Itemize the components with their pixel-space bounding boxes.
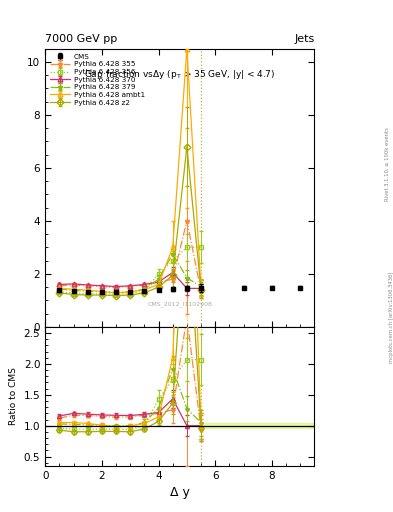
Text: Rivet 3.1.10, ≥ 100k events: Rivet 3.1.10, ≥ 100k events [385, 127, 389, 201]
Text: mcplots.cern.ch [arXiv:1306.3436]: mcplots.cern.ch [arXiv:1306.3436] [389, 272, 393, 363]
Y-axis label: Ratio to CMS: Ratio to CMS [9, 368, 18, 425]
Text: 7000 GeV pp: 7000 GeV pp [45, 33, 118, 44]
Legend: CMS, Pythia 6.428 355, Pythia 6.428 356, Pythia 6.428 370, Pythia 6.428 379, Pyt: CMS, Pythia 6.428 355, Pythia 6.428 356,… [49, 52, 147, 107]
Text: Jets: Jets [294, 33, 314, 44]
X-axis label: Δ y: Δ y [170, 486, 190, 499]
Text: CMS_2012_I1102908: CMS_2012_I1102908 [147, 302, 212, 307]
Text: Gap fraction vs$\Delta$y (p$_\mathrm{T}$ > 35 GeV, |y| < 4.7): Gap fraction vs$\Delta$y (p$_\mathrm{T}$… [84, 68, 275, 81]
